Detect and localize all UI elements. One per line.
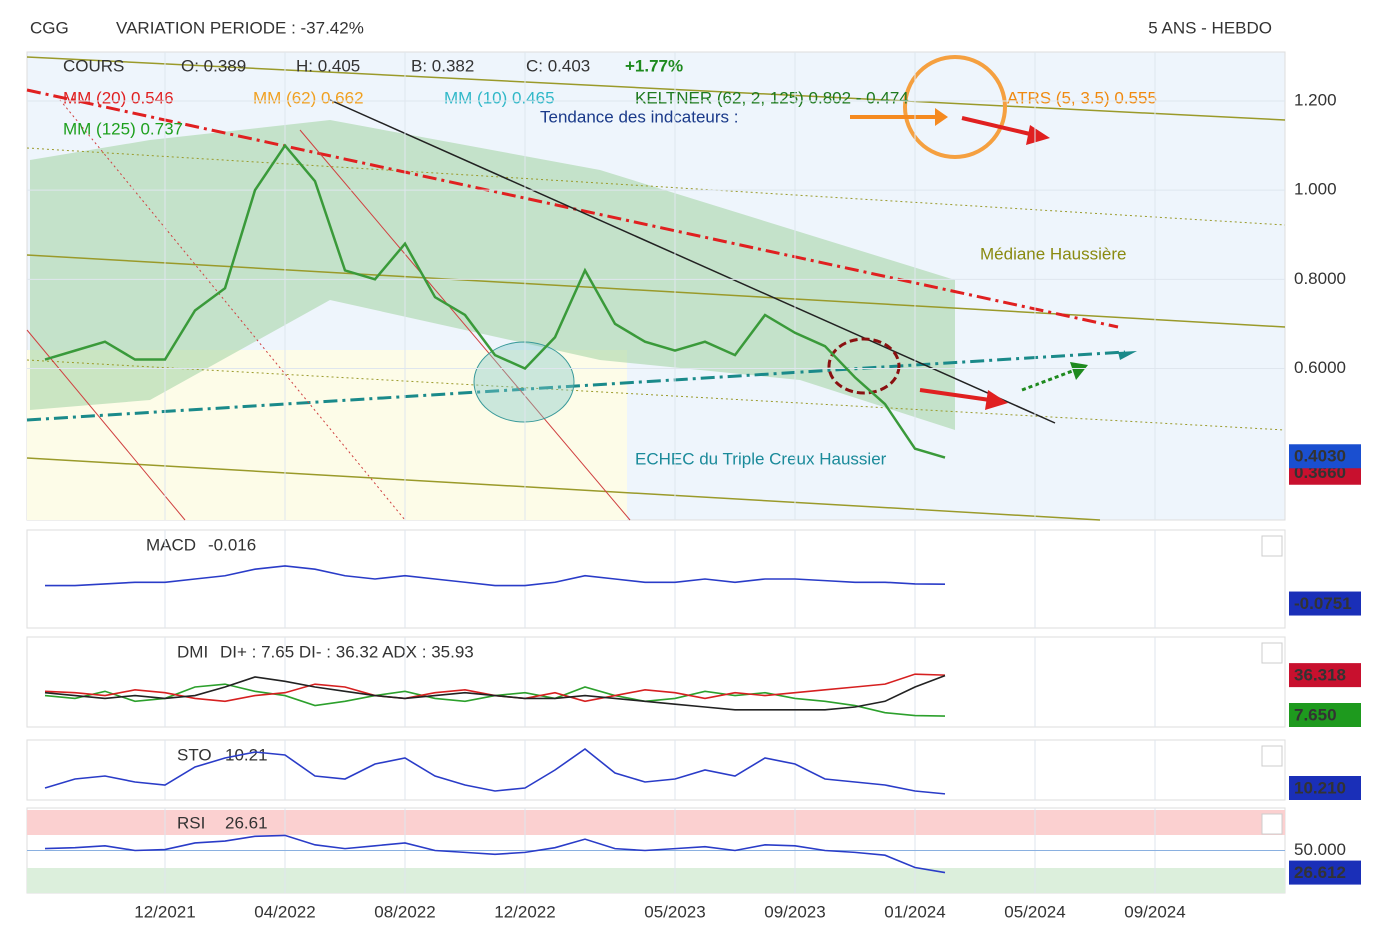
highlight (903, 55, 1007, 159)
series-line (45, 565, 946, 587)
x-tick-label: 01/2024 (884, 902, 945, 921)
badge-label: 36.318 (1294, 666, 1346, 685)
price-badge (1289, 444, 1361, 469)
arrow (1118, 351, 1137, 360)
legend-item: H: 0.405 (296, 56, 360, 75)
annotation: Médiane Haussière (980, 244, 1126, 263)
overbought-zone (27, 810, 1285, 835)
legend-item: B: 0.382 (411, 56, 474, 75)
price-badge (1289, 776, 1361, 800)
x-tick-label: 09/2023 (764, 902, 825, 921)
indicator-label: MACD (146, 535, 196, 554)
price-badge (1289, 860, 1361, 885)
badge-label: 26.612 (1294, 863, 1346, 882)
indicator-reading: DI+ : 7.65 DI- : 36.32 ADX : 35.93 (220, 642, 474, 661)
arrow (935, 108, 948, 126)
legend-item: MM (125) 0.737 (63, 119, 183, 138)
legend-item: ATRS (5, 3.5) 0.555 (1007, 88, 1157, 107)
arrow (919, 388, 991, 402)
legend-item: COURS (63, 56, 124, 75)
legend-item: O: 0.389 (181, 56, 246, 75)
trend-line (26, 88, 1119, 329)
legend-item: MM (62) 0.662 (253, 88, 364, 107)
trend-line (329, 99, 1056, 424)
indicator-label: DMI (177, 642, 208, 661)
highlight (827, 337, 901, 395)
channel-line (26, 457, 1101, 521)
y-tick-label: 1.000 (1294, 180, 1337, 199)
channel-line (26, 56, 1286, 121)
median-line (26, 254, 1286, 328)
arrow (985, 390, 1008, 410)
checkbox (1261, 745, 1283, 767)
x-tick-label: 09/2024 (1124, 902, 1185, 921)
badge-label: 10.210 (1294, 778, 1346, 797)
indicator-label: STO (177, 745, 212, 764)
dotted-line (26, 147, 1286, 226)
period: 5 ANS - HEBDO (1148, 18, 1272, 37)
indicator-reading: 26.61 (225, 813, 268, 832)
arrow (1026, 125, 1050, 145)
checkbox (1261, 642, 1283, 664)
badge-label: 0.4030 (1294, 447, 1346, 466)
annotation: Tendance des indcateurs : (540, 107, 738, 126)
indicator-panel (26, 739, 1286, 801)
legend-item: +1.77% (625, 56, 683, 75)
price-badge (1289, 663, 1361, 688)
x-tick-label: 05/2023 (644, 902, 705, 921)
annotation: ECHEC du Triple Creux Haussier (635, 449, 887, 468)
variation: VARIATION PERIODE : -37.42% (116, 18, 364, 37)
series-line (44, 143, 946, 459)
trend-line (26, 350, 1126, 422)
keltner-band (30, 120, 955, 430)
arrow (1021, 368, 1076, 392)
indicator-panel (26, 529, 1286, 629)
legend-item: MM (20) 0.546 (63, 88, 174, 107)
checkbox (1261, 813, 1283, 835)
y-tick-label: 1.200 (1294, 91, 1337, 110)
x-tick-label: 08/2022 (374, 902, 435, 921)
x-tick-label: 05/2024 (1004, 902, 1065, 921)
oversold-zone (27, 868, 1285, 893)
trend-line (26, 329, 186, 521)
arrow (961, 116, 1031, 136)
series-line (44, 748, 946, 795)
trend-line (299, 129, 631, 521)
badge-label: 7.650 (1294, 705, 1337, 724)
legend-item: KELTNER (62, 2, 125) 0.802 - 0.474 (635, 88, 909, 107)
x-tick-label: 12/2021 (134, 902, 195, 921)
price-badge (1289, 703, 1361, 727)
y-tick-label: 50.000 (1294, 840, 1346, 859)
indicator-reading: -0.016 (208, 535, 256, 554)
symbol: CGG (30, 18, 69, 37)
y-tick-label: 0.6000 (1294, 358, 1346, 377)
y-tick-label: 0.8000 (1294, 269, 1346, 288)
checkbox (1261, 535, 1283, 557)
legend-item: MM (10) 0.465 (444, 88, 555, 107)
series-line (44, 834, 946, 874)
legend-item: C: 0.403 (526, 56, 590, 75)
price-badge (1289, 591, 1361, 616)
badge-label: -0.0751 (1294, 594, 1352, 613)
indicator-label: RSI (177, 813, 205, 832)
x-tick-label: 12/2022 (494, 902, 555, 921)
series-line (44, 674, 946, 711)
indicator-reading: 10.21 (225, 745, 268, 764)
trend-line (59, 99, 406, 521)
indicator-panel (26, 636, 1286, 728)
highlight (473, 341, 575, 423)
x-tick-label: 04/2022 (254, 902, 315, 921)
arrow (1070, 362, 1088, 380)
